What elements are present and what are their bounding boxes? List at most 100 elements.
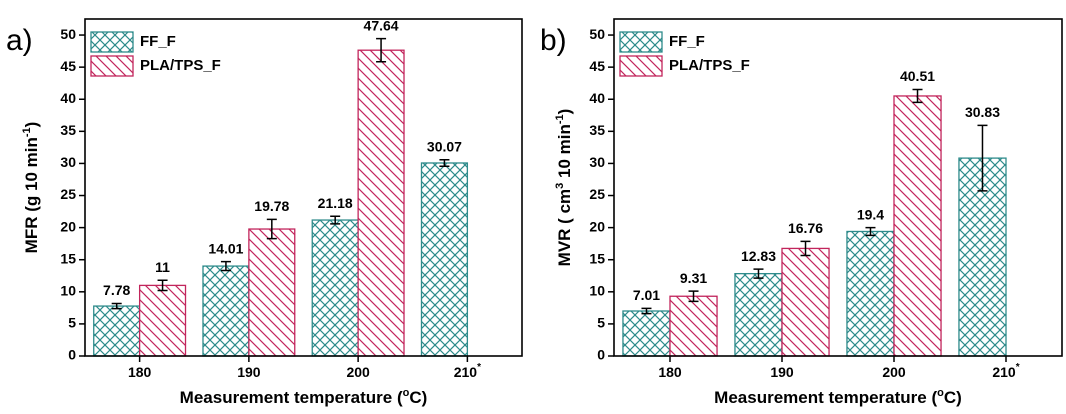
error-bar <box>266 218 277 240</box>
y-axis-label: MVR ( cm3 10 min-1) <box>554 109 575 267</box>
x-axis-label-part: C) <box>409 388 427 407</box>
bar <box>781 247 830 357</box>
legend-label: PLA/TPS_F <box>669 57 750 74</box>
legend-swatch <box>90 55 134 77</box>
y-tick-label: 0 <box>597 347 605 363</box>
legend-swatch <box>619 55 663 77</box>
x-tick-label: 200 <box>346 364 370 380</box>
x-tick-label: 190 <box>770 364 794 380</box>
y-axis-label-part: ) <box>555 109 574 115</box>
y-tick-label: 20 <box>589 218 605 234</box>
y-tick-label: 35 <box>60 122 76 138</box>
y-tick-label: 15 <box>589 250 605 266</box>
y-tick-label: 50 <box>60 26 76 42</box>
legend-label: FF_F <box>140 33 176 50</box>
y-tick-label: 40 <box>60 90 76 106</box>
x-axis-label-part: Measurement temperature ( <box>714 388 937 407</box>
x-axis-label-part: Measurement temperature ( <box>180 388 403 407</box>
value-label: 9.31 <box>680 270 707 286</box>
error-bar <box>912 88 923 104</box>
x-tick-label: 210* <box>454 362 481 380</box>
error-bar <box>977 124 988 192</box>
y-tick-label: 40 <box>589 90 605 106</box>
y-axis-label-part: -1 <box>554 114 566 124</box>
panel-label: b) <box>540 24 567 57</box>
x-axis-label: Measurement temperature (oC) <box>180 387 428 408</box>
error-bar <box>753 268 764 279</box>
x-tick-label: 190 <box>237 364 261 380</box>
error-bar <box>688 290 699 303</box>
error-bar <box>800 240 811 257</box>
value-label: 19.4 <box>857 206 884 222</box>
y-tick-label: 0 <box>68 347 76 363</box>
x-axis-label-part: o <box>937 387 944 399</box>
bar <box>420 162 469 357</box>
bar <box>622 310 671 357</box>
x-axis-label-part: o <box>403 387 410 399</box>
value-label: 12.83 <box>741 248 776 264</box>
value-label: 21.18 <box>318 195 353 211</box>
x-tick-label: 210* <box>992 362 1019 380</box>
value-label: 47.64 <box>364 17 399 33</box>
x-axis-label-part: C) <box>944 388 962 407</box>
y-axis-label-part: MVR ( cm <box>555 189 574 266</box>
category: 180 <box>128 364 152 380</box>
y-tick-label: 50 <box>589 26 605 42</box>
category: 180 <box>658 364 682 380</box>
y-tick-label: 20 <box>60 218 76 234</box>
value-label: 16.76 <box>788 220 823 236</box>
y-axis-label-part: -1 <box>21 127 33 137</box>
category: 190 <box>770 364 794 380</box>
error-bar <box>157 279 168 292</box>
category: 190 <box>237 364 261 380</box>
error-bar <box>376 37 387 63</box>
error-bar <box>220 260 231 272</box>
y-tick-label: 45 <box>589 58 605 74</box>
x-tick-label: 180 <box>128 364 152 380</box>
y-tick-label: 5 <box>68 315 76 331</box>
y-axis-label-part: MFR (g 10 min <box>22 137 41 253</box>
value-label: 7.78 <box>103 282 130 298</box>
error-bar <box>111 302 122 310</box>
bar <box>357 49 405 357</box>
category: 210 <box>992 364 1016 380</box>
legend-label: PLA/TPS_F <box>140 57 221 74</box>
category-note: * <box>1016 362 1020 373</box>
value-label: 14.01 <box>208 240 243 256</box>
value-label: 7.01 <box>633 287 660 303</box>
bar <box>669 295 718 357</box>
y-tick-label: 25 <box>60 186 76 202</box>
x-tick-label: 200 <box>882 364 906 380</box>
bar <box>248 228 296 357</box>
error-bar <box>641 307 652 315</box>
plot-frame <box>84 18 523 357</box>
error-bar <box>330 215 341 225</box>
value-label: 30.83 <box>965 104 1000 120</box>
y-axis-label-part: 10 min <box>555 124 574 183</box>
y-tick-label: 5 <box>597 315 605 331</box>
legend-label: FF_F <box>669 33 705 50</box>
value-label: 40.51 <box>900 68 935 84</box>
y-tick-label: 15 <box>60 250 76 266</box>
category-note: * <box>477 362 481 373</box>
bar <box>138 284 187 357</box>
y-axis-label-part: ) <box>22 122 41 128</box>
value-label: 11 <box>155 259 170 275</box>
panel-label: a) <box>6 24 33 57</box>
plot-frame <box>613 18 1063 357</box>
x-axis-label: Measurement temperature (oC) <box>714 387 962 408</box>
bar <box>893 95 942 357</box>
y-tick-label: 30 <box>589 154 605 170</box>
category: 210 <box>454 364 478 380</box>
y-tick-label: 35 <box>589 122 605 138</box>
y-tick-label: 30 <box>60 154 76 170</box>
y-tick-label: 45 <box>60 58 76 74</box>
error-bar <box>439 159 450 167</box>
bar <box>846 230 895 357</box>
y-tick-label: 10 <box>60 283 76 299</box>
y-tick-label: 25 <box>589 186 605 202</box>
bar <box>734 272 783 357</box>
legend-swatch <box>90 31 134 53</box>
